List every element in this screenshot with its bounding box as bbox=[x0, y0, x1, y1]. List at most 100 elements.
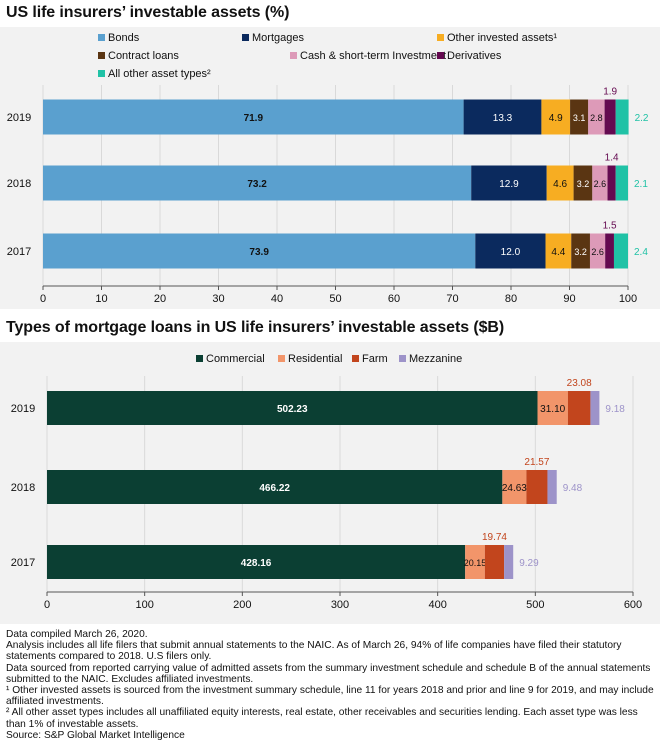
bar-2019-1 bbox=[463, 99, 542, 135]
legend-label-3: Mezzanine bbox=[409, 353, 462, 365]
category-label-2019: 2019 bbox=[11, 403, 35, 415]
bar-2019-4 bbox=[588, 99, 605, 135]
chart1-area: Bonds Mortgages Other invested assets¹ Cont… bbox=[0, 27, 660, 309]
legend-label-2: Other invested assets¹ bbox=[447, 32, 557, 44]
footnote-source: Source: S&P Global Market Intelligence bbox=[6, 729, 185, 741]
x-tick-label-5: 500 bbox=[526, 599, 544, 611]
data-label-2017-1: 20.15 bbox=[464, 558, 487, 568]
bar-2018-1 bbox=[502, 470, 527, 504]
bar-2017-5 bbox=[605, 233, 614, 269]
legend-swatch-3 bbox=[98, 52, 105, 59]
category-label-2017: 2017 bbox=[7, 246, 31, 258]
bar-2017-2 bbox=[484, 545, 505, 579]
category-label-2019: 2019 bbox=[7, 112, 31, 124]
footnote-compiled: Data compiled March 26, 2020. bbox=[6, 629, 148, 640]
data-label-2017-6: 2.4 bbox=[634, 247, 648, 258]
legend-label-1: Residential bbox=[288, 353, 342, 365]
footnote-analysis: Analysis includes all life filers that s… bbox=[6, 640, 622, 663]
chart1-title: US life insurers’ investable assets (%) bbox=[6, 4, 290, 21]
legend-label-0: Commercial bbox=[206, 353, 265, 365]
legend-swatch-3 bbox=[399, 355, 406, 362]
bar-2018-5 bbox=[607, 165, 616, 201]
legend-swatch-1 bbox=[278, 355, 285, 362]
x-tick-label-1: 10 bbox=[95, 293, 107, 305]
footnote-data-source: Data sourced from reported carrying valu… bbox=[6, 662, 651, 685]
legend-swatch-2 bbox=[437, 34, 444, 41]
bar-2017-3 bbox=[504, 545, 514, 579]
bar-2019-2 bbox=[541, 99, 571, 135]
legend-swatch-4 bbox=[290, 52, 297, 59]
bar-2017-3 bbox=[571, 233, 590, 269]
data-label-2017-3: 9.29 bbox=[519, 558, 539, 569]
data-label-2019-6: 2.2 bbox=[635, 113, 649, 124]
bar-2018-3 bbox=[573, 165, 593, 201]
x-tick-label-3: 300 bbox=[331, 599, 349, 611]
data-label-2019-2: 23.08 bbox=[567, 378, 592, 389]
footnotes: Data compiled March 26, 2020. Analysis i… bbox=[6, 629, 656, 741]
bar-2019-0 bbox=[47, 391, 538, 425]
legend-label-2: Farm bbox=[362, 353, 388, 365]
legend-swatch-5 bbox=[437, 52, 444, 59]
footnote-other-invested: ¹ Other invested assets is sourced from … bbox=[6, 685, 654, 708]
data-label-2018-5: 1.4 bbox=[605, 153, 619, 164]
x-tick-label-2: 200 bbox=[233, 599, 251, 611]
bar-2018-0 bbox=[43, 165, 472, 201]
data-label-2018-2: 21.57 bbox=[524, 457, 549, 468]
chart2-title: Types of mortgage loans in US life insur… bbox=[6, 319, 505, 336]
data-label-2017-0: 428.16 bbox=[241, 558, 272, 569]
data-label-2018-6: 2.1 bbox=[634, 179, 648, 190]
x-tick-label-6: 600 bbox=[624, 599, 642, 611]
bar-2017-1 bbox=[465, 545, 485, 579]
bar-2017-4 bbox=[589, 233, 606, 269]
data-label-2019-3: 3.1 bbox=[573, 113, 586, 123]
data-label-2017-0: 73.9 bbox=[249, 247, 269, 258]
legend-label-6: All other asset types² bbox=[108, 68, 211, 80]
x-tick-label-4: 400 bbox=[428, 599, 446, 611]
legend-swatch-1 bbox=[242, 34, 249, 41]
bar-2019-1 bbox=[537, 391, 568, 425]
x-tick-label-1: 100 bbox=[135, 599, 153, 611]
data-label-2018-1: 12.9 bbox=[499, 179, 519, 190]
bar-2018-3 bbox=[547, 470, 557, 504]
data-label-2018-3: 3.2 bbox=[577, 179, 590, 189]
bar-2017-0 bbox=[47, 545, 466, 579]
x-tick-label-2: 20 bbox=[154, 293, 166, 305]
legend-label-4: Cash & short-term Investment bbox=[300, 50, 446, 62]
x-tick-label-0: 0 bbox=[40, 293, 46, 305]
data-label-2018-4: 2.6 bbox=[594, 179, 607, 189]
x-tick-label-0: 0 bbox=[44, 599, 50, 611]
bar-2019-3 bbox=[570, 99, 589, 135]
bar-2019-5 bbox=[604, 99, 616, 135]
data-label-2018-3: 9.48 bbox=[563, 483, 583, 494]
data-label-2017-3: 3.2 bbox=[574, 247, 587, 257]
data-label-2019-0: 71.9 bbox=[244, 113, 264, 124]
x-tick-label-8: 80 bbox=[505, 293, 517, 305]
bar-2018-2 bbox=[546, 165, 574, 201]
data-label-2019-3: 9.18 bbox=[605, 404, 625, 415]
data-label-2019-5: 1.9 bbox=[603, 87, 617, 98]
data-label-2017-2: 4.4 bbox=[551, 247, 565, 258]
category-label-2018: 2018 bbox=[11, 482, 35, 494]
data-label-2018-1: 24.63 bbox=[502, 483, 527, 494]
bar-2018-4 bbox=[592, 165, 608, 201]
x-tick-label-3: 30 bbox=[212, 293, 224, 305]
data-label-2018-2: 4.6 bbox=[553, 179, 567, 190]
footnote-all-other: ² All other asset types includes all una… bbox=[6, 707, 638, 730]
bar-2018-2 bbox=[526, 470, 548, 504]
x-tick-label-6: 60 bbox=[388, 293, 400, 305]
data-label-2017-2: 19.74 bbox=[482, 532, 507, 543]
bar-2017-1 bbox=[475, 233, 546, 269]
bar-2019-3 bbox=[590, 391, 600, 425]
chart2-svg: Commercial Residential Farm Mezzanine 2019 50… bbox=[11, 353, 642, 611]
bar-2018-1 bbox=[471, 165, 547, 201]
data-label-2018-0: 466.22 bbox=[259, 483, 290, 494]
x-tick-label-9: 90 bbox=[563, 293, 575, 305]
bar-2019-0 bbox=[43, 99, 464, 135]
data-label-2019-1: 31.10 bbox=[540, 404, 565, 415]
chart2-area: Commercial Residential Farm Mezzanine 2019 50… bbox=[0, 342, 660, 624]
bar-2019-6 bbox=[615, 99, 629, 135]
legend-label-1: Mortgages bbox=[252, 32, 304, 44]
legend-swatch-0 bbox=[98, 34, 105, 41]
bar-2018-6 bbox=[615, 165, 628, 201]
legend-label-3: Contract loans bbox=[108, 50, 179, 62]
